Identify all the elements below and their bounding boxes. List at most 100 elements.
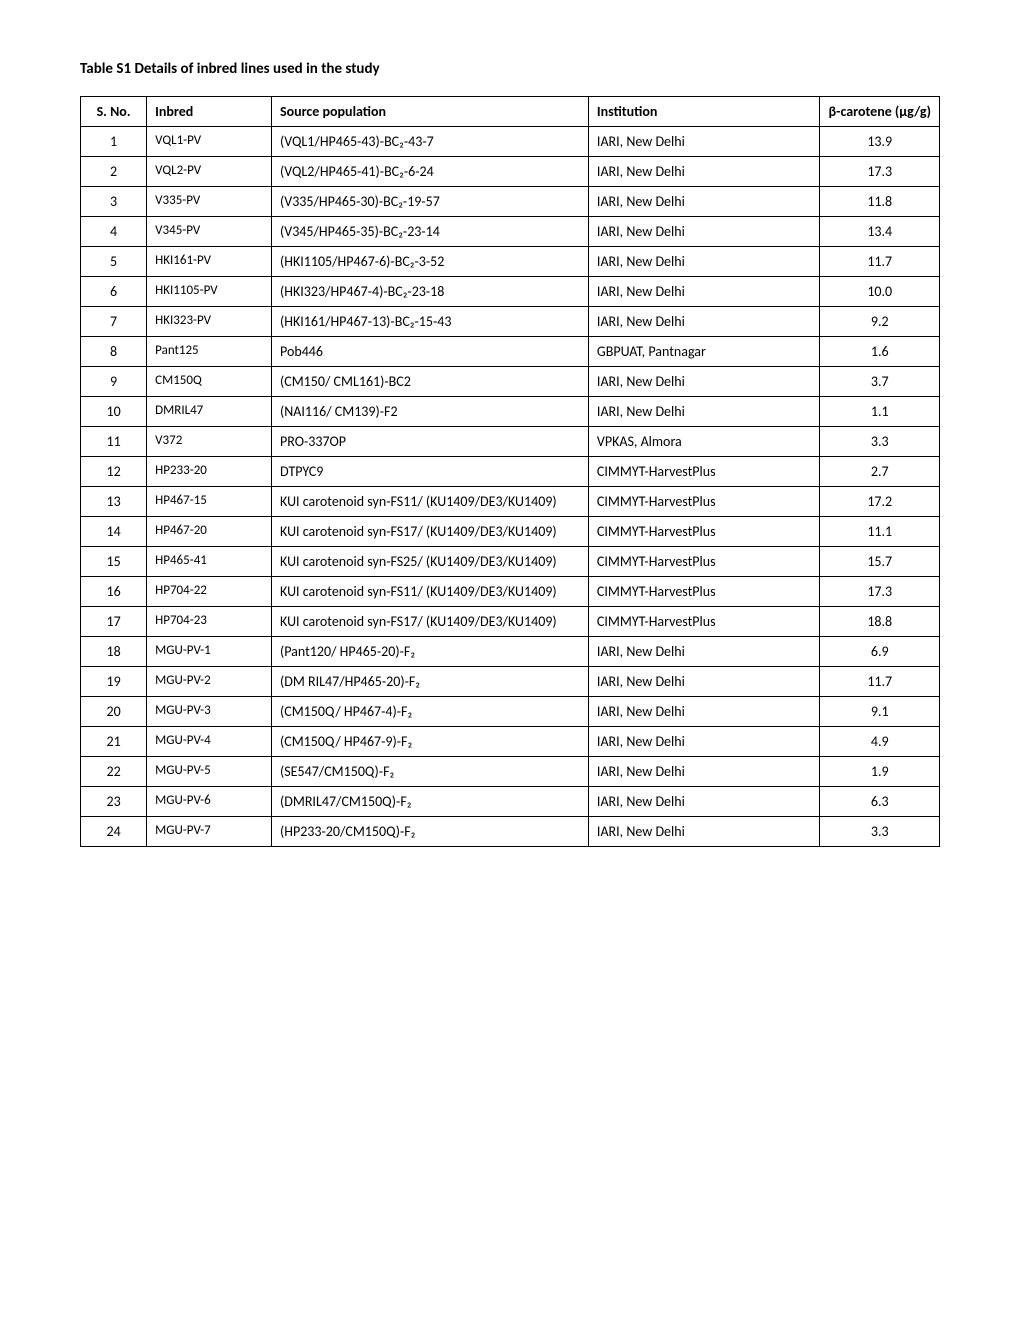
cell-institution: IARI, New Delhi <box>588 367 820 397</box>
cell-sno: 9 <box>81 367 147 397</box>
cell-beta-carotene: 17.3 <box>820 157 940 187</box>
cell-beta-carotene: 13.9 <box>820 127 940 157</box>
col-beta-carotene: β-carotene (μg/g) <box>820 97 940 127</box>
cell-sno: 7 <box>81 307 147 337</box>
cell-inbred: CM150Q <box>147 367 272 397</box>
table-row: 16HP704-22KUI carotenoid syn-FS11/ (KU14… <box>81 577 940 607</box>
cell-inbred: V345-PV <box>147 217 272 247</box>
cell-source: (Pant120/ HP465-20)-F₂ <box>272 637 589 667</box>
cell-beta-carotene: 3.7 <box>820 367 940 397</box>
cell-source: DTPYC9 <box>272 457 589 487</box>
cell-institution: IARI, New Delhi <box>588 217 820 247</box>
cell-institution: CIMMYT-HarvestPlus <box>588 457 820 487</box>
cell-beta-carotene: 2.7 <box>820 457 940 487</box>
cell-inbred: HP704-22 <box>147 577 272 607</box>
cell-sno: 18 <box>81 637 147 667</box>
cell-inbred: HP233-20 <box>147 457 272 487</box>
cell-sno: 22 <box>81 757 147 787</box>
cell-beta-carotene: 4.9 <box>820 727 940 757</box>
cell-inbred: DMRIL47 <box>147 397 272 427</box>
cell-sno: 5 <box>81 247 147 277</box>
cell-institution: IARI, New Delhi <box>588 157 820 187</box>
cell-source: Pob446 <box>272 337 589 367</box>
cell-beta-carotene: 11.1 <box>820 517 940 547</box>
cell-inbred: VQL2-PV <box>147 157 272 187</box>
table-row: 10DMRIL47(NAI116/ CM139)-F2IARI, New Del… <box>81 397 940 427</box>
cell-sno: 2 <box>81 157 147 187</box>
cell-institution: IARI, New Delhi <box>588 727 820 757</box>
cell-institution: CIMMYT-HarvestPlus <box>588 517 820 547</box>
cell-sno: 10 <box>81 397 147 427</box>
cell-source: (DM RIL47/HP465-20)-F₂ <box>272 667 589 697</box>
cell-source: (HP233-20/CM150Q)-F₂ <box>272 817 589 847</box>
table-row: 20MGU-PV-3(CM150Q/ HP467-4)-F₂IARI, New … <box>81 697 940 727</box>
cell-institution: IARI, New Delhi <box>588 307 820 337</box>
cell-beta-carotene: 1.6 <box>820 337 940 367</box>
cell-institution: CIMMYT-HarvestPlus <box>588 547 820 577</box>
cell-sno: 8 <box>81 337 147 367</box>
cell-source: KUI carotenoid syn-FS25/ (KU1409/DE3/KU1… <box>272 547 589 577</box>
cell-beta-carotene: 10.0 <box>820 277 940 307</box>
cell-beta-carotene: 13.4 <box>820 217 940 247</box>
cell-institution: IARI, New Delhi <box>588 277 820 307</box>
table-row: 19MGU-PV-2(DM RIL47/HP465-20)-F₂IARI, Ne… <box>81 667 940 697</box>
table-row: 21MGU-PV-4(CM150Q/ HP467-9)-F₂IARI, New … <box>81 727 940 757</box>
cell-sno: 15 <box>81 547 147 577</box>
cell-source: (CM150Q/ HP467-9)-F₂ <box>272 727 589 757</box>
col-sno: S. No. <box>81 97 147 127</box>
cell-beta-carotene: 6.3 <box>820 787 940 817</box>
cell-sno: 11 <box>81 427 147 457</box>
cell-inbred: HKI323-PV <box>147 307 272 337</box>
cell-sno: 20 <box>81 697 147 727</box>
cell-inbred: V335-PV <box>147 187 272 217</box>
table-row: 3V335-PV(V335/HP465-30)-BC₂-19-57IARI, N… <box>81 187 940 217</box>
cell-inbred: HP465-41 <box>147 547 272 577</box>
cell-sno: 3 <box>81 187 147 217</box>
cell-sno: 6 <box>81 277 147 307</box>
cell-institution: IARI, New Delhi <box>588 127 820 157</box>
table-row: 2VQL2-PV(VQL2/HP465-41)-BC₂-6-24IARI, Ne… <box>81 157 940 187</box>
cell-institution: IARI, New Delhi <box>588 637 820 667</box>
cell-inbred: HKI1105-PV <box>147 277 272 307</box>
table-row: 15HP465-41KUI carotenoid syn-FS25/ (KU14… <box>81 547 940 577</box>
cell-beta-carotene: 18.8 <box>820 607 940 637</box>
table-row: 23MGU-PV-6(DMRIL47/CM150Q)-F₂IARI, New D… <box>81 787 940 817</box>
cell-institution: CIMMYT-HarvestPlus <box>588 487 820 517</box>
cell-sno: 16 <box>81 577 147 607</box>
cell-institution: VPKAS, Almora <box>588 427 820 457</box>
cell-inbred: HP704-23 <box>147 607 272 637</box>
table-row: 14HP467-20KUI carotenoid syn-FS17/ (KU14… <box>81 517 940 547</box>
cell-source: (HKI323/HP467-4)-BC₂-23-18 <box>272 277 589 307</box>
cell-inbred: HP467-20 <box>147 517 272 547</box>
cell-source: KUI carotenoid syn-FS17/ (KU1409/DE3/KU1… <box>272 607 589 637</box>
cell-source: (NAI116/ CM139)-F2 <box>272 397 589 427</box>
cell-beta-carotene: 1.9 <box>820 757 940 787</box>
table-row: 17HP704-23KUI carotenoid syn-FS17/ (KU14… <box>81 607 940 637</box>
cell-institution: IARI, New Delhi <box>588 247 820 277</box>
cell-sno: 23 <box>81 787 147 817</box>
cell-sno: 19 <box>81 667 147 697</box>
cell-sno: 12 <box>81 457 147 487</box>
cell-source: PRO-337OP <box>272 427 589 457</box>
table-row: 5HKI161-PV(HKI1105/HP467-6)-BC₂-3-52IARI… <box>81 247 940 277</box>
cell-source: (VQL1/HP465-43)-BC₂-43-7 <box>272 127 589 157</box>
cell-inbred: MGU-PV-4 <box>147 727 272 757</box>
cell-institution: IARI, New Delhi <box>588 787 820 817</box>
cell-inbred: HKI161-PV <box>147 247 272 277</box>
cell-sno: 17 <box>81 607 147 637</box>
cell-sno: 21 <box>81 727 147 757</box>
cell-institution: IARI, New Delhi <box>588 757 820 787</box>
cell-source: (HKI161/HP467-13)-BC₂-15-43 <box>272 307 589 337</box>
cell-source: (CM150/ CML161)-BC2 <box>272 367 589 397</box>
table-row: 13HP467-15KUI carotenoid syn-FS11/ (KU14… <box>81 487 940 517</box>
cell-sno: 24 <box>81 817 147 847</box>
table-row: 24MGU-PV-7(HP233-20/CM150Q)-F₂IARI, New … <box>81 817 940 847</box>
col-inbred: Inbred <box>147 97 272 127</box>
cell-inbred: MGU-PV-1 <box>147 637 272 667</box>
cell-beta-carotene: 15.7 <box>820 547 940 577</box>
table-row: 11V372PRO-337OPVPKAS, Almora3.3 <box>81 427 940 457</box>
cell-institution: IARI, New Delhi <box>588 397 820 427</box>
cell-source: KUI carotenoid syn-FS17/ (KU1409/DE3/KU1… <box>272 517 589 547</box>
header-row: S. No. Inbred Source population Institut… <box>81 97 940 127</box>
cell-source: (VQL2/HP465-41)-BC₂-6-24 <box>272 157 589 187</box>
